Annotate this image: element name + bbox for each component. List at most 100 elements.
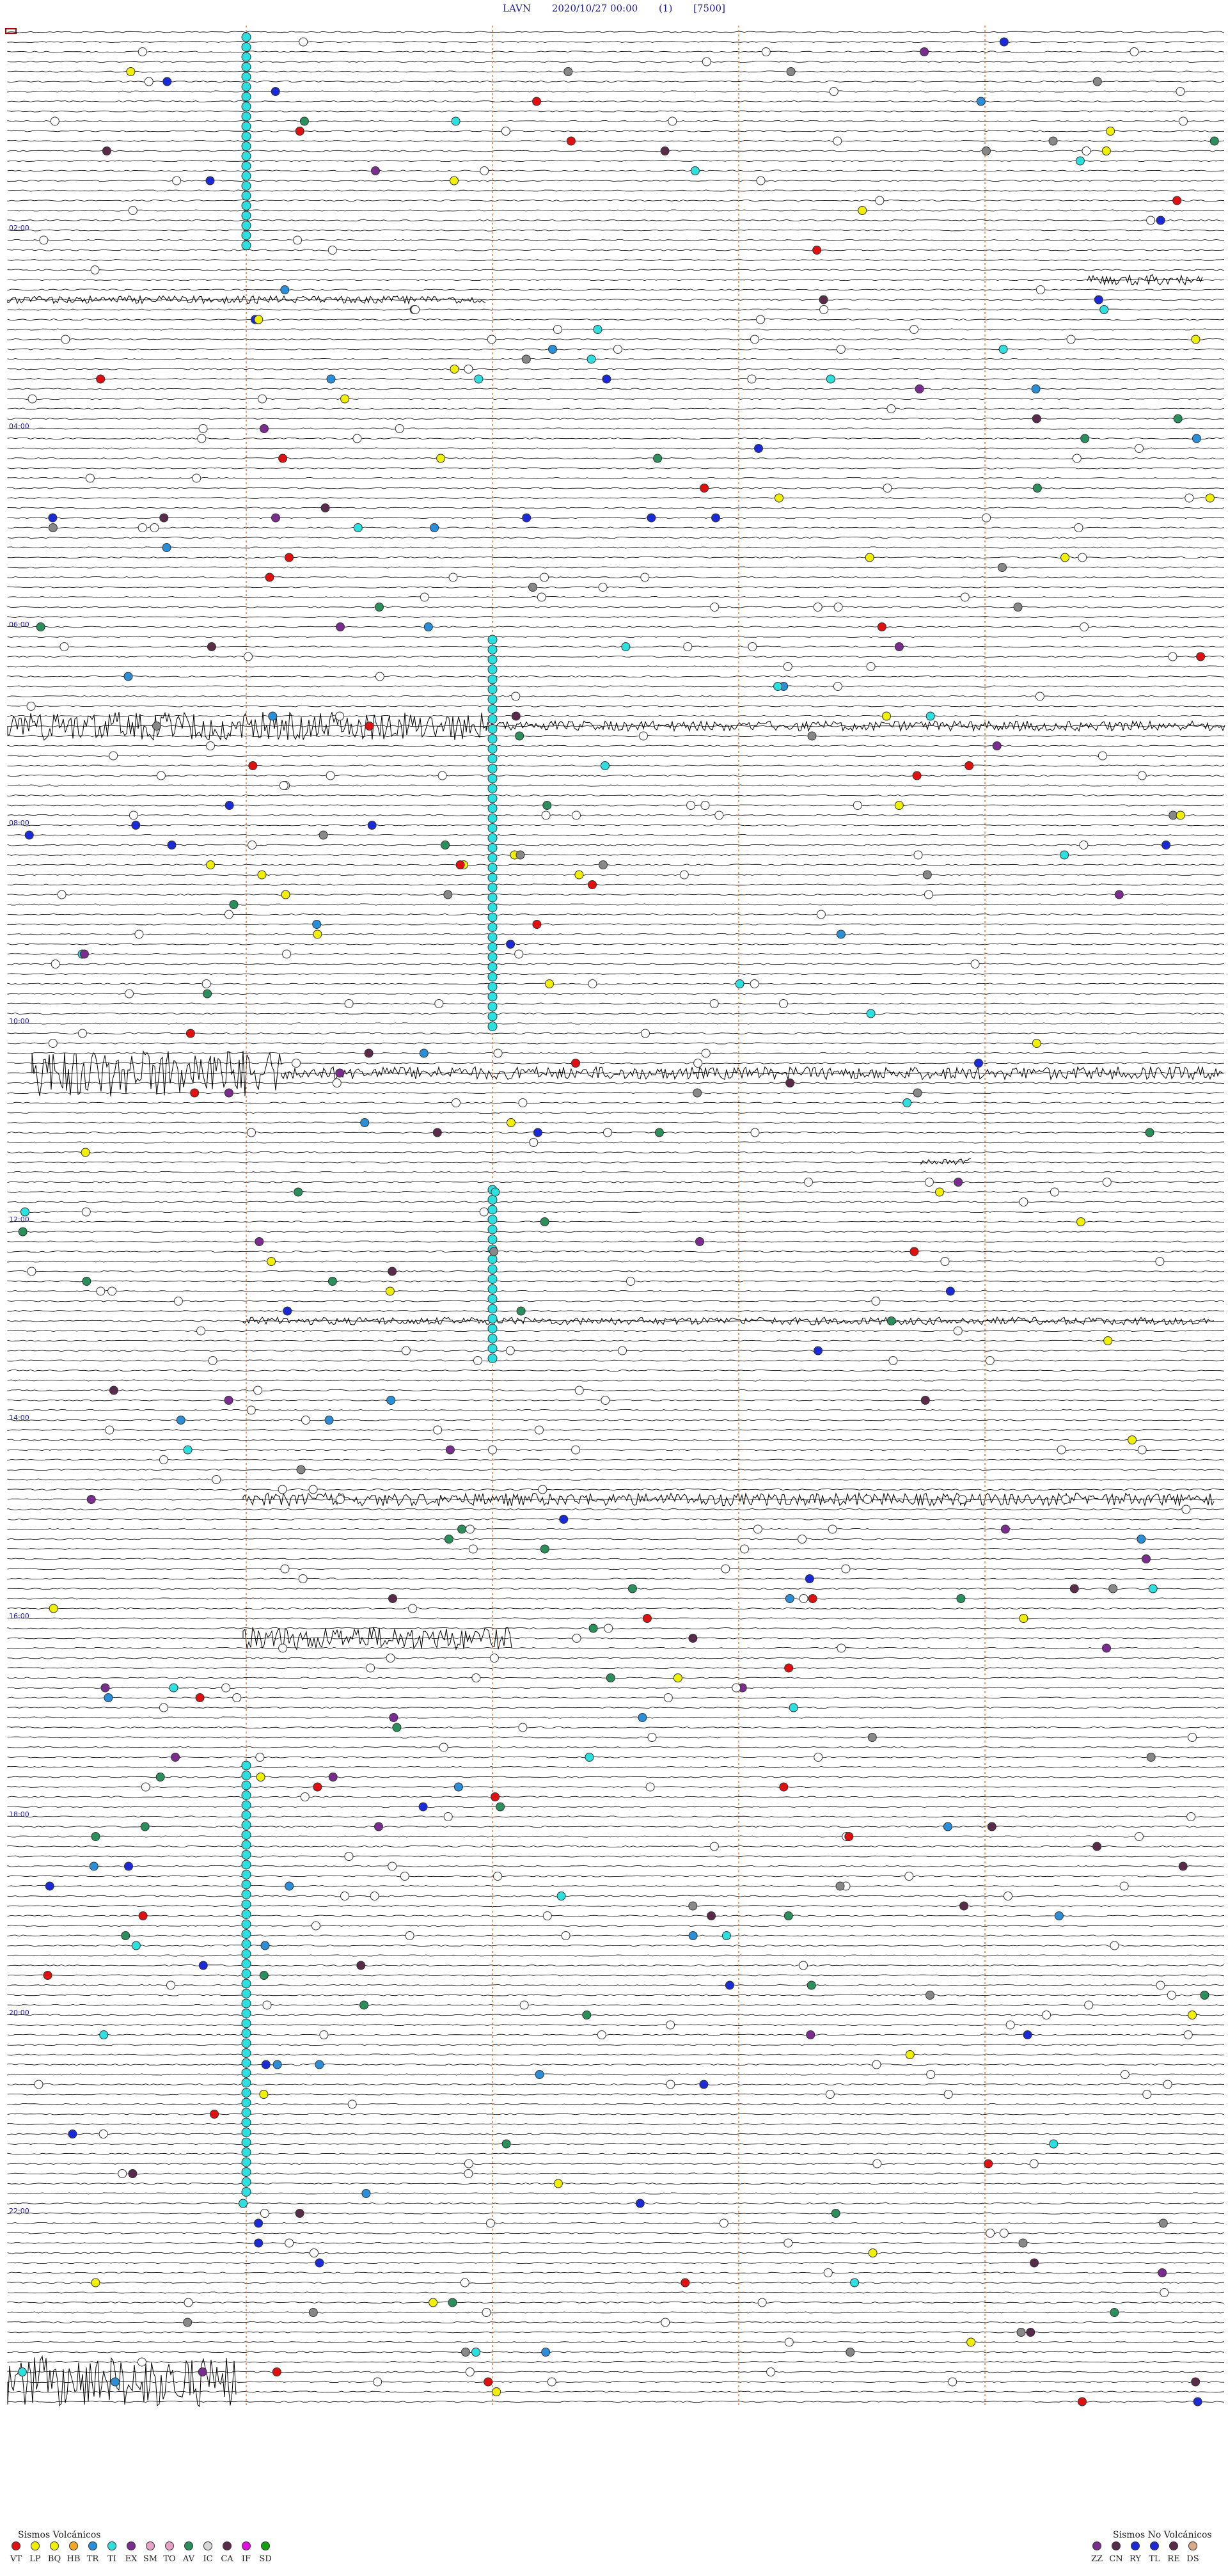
event-marker-icon (20, 1207, 29, 1217)
event-marker-icon (1080, 434, 1090, 443)
trace-line (7, 1022, 1225, 1025)
trace-line (7, 665, 1224, 668)
event-marker-icon (647, 1733, 657, 1742)
legend-volcanic: Sismos Volcánicos VT LP BQ HB TR TI EX SM TO AV IC… (6, 2530, 307, 2572)
event-marker-icon (1092, 1842, 1102, 1851)
event-marker-icon (775, 493, 783, 503)
event-marker-icon (935, 1187, 944, 1197)
event-marker-icon (246, 1405, 256, 1415)
event-marker-icon (695, 1237, 704, 1246)
trace-line (7, 1558, 1225, 1560)
event-marker-icon (1079, 841, 1089, 849)
trace-line (7, 70, 1225, 73)
event-marker-icon (196, 1326, 206, 1336)
event-marker-icon (639, 731, 648, 741)
trace-line (7, 1796, 1225, 1798)
event-marker-icon (491, 1792, 500, 1801)
event-marker-icon (248, 841, 257, 849)
event-marker-icon (1098, 751, 1107, 761)
event-marker-icon (1193, 2397, 1202, 2406)
event-marker-icon (258, 394, 267, 404)
trace-line (7, 864, 1225, 866)
event-marker-icon (198, 1961, 208, 1970)
trace-line (7, 655, 1225, 658)
event-marker-icon (1042, 2011, 1051, 2019)
trace-line (7, 1349, 1225, 1352)
event-marker-icon (535, 2070, 544, 2079)
trace-line (7, 615, 1225, 619)
event-marker-icon (1160, 2288, 1169, 2297)
legend-volcanic-code: TI (107, 2554, 116, 2564)
event-marker-icon (833, 603, 843, 612)
legend-nonvolcanic-item-re: RE (1164, 2541, 1183, 2564)
event-marker-icon (1016, 2328, 1026, 2337)
event-marker-icon (835, 1881, 845, 1891)
trace-line (7, 1855, 1225, 1858)
event-marker-icon (602, 374, 611, 384)
event-marker-icon (886, 1316, 896, 1325)
pick-marker-icon (241, 1959, 251, 1969)
legend-volcanic-item-to: TO (160, 2541, 179, 2564)
event-marker-icon (1069, 1584, 1079, 1593)
event-marker-icon (285, 1881, 294, 1891)
event-marker-icon (688, 1901, 698, 1911)
event-marker-icon (352, 434, 362, 443)
event-marker-icon (433, 1425, 443, 1435)
event-marker-icon (1176, 810, 1185, 820)
trace-line (7, 1528, 1225, 1531)
event-marker-icon (131, 821, 141, 830)
event-marker-icon (118, 2169, 127, 2178)
trace-line (7, 685, 1225, 688)
event-marker-icon (102, 146, 111, 155)
event-marker-icon (138, 523, 147, 532)
trace-line (7, 1071, 1225, 1075)
legend-volcanic-dot-icon (242, 2541, 251, 2550)
event-marker-icon (48, 513, 58, 523)
event-marker-icon (653, 454, 663, 463)
trace-line (7, 179, 1225, 182)
trace-line (7, 1369, 1225, 1372)
event-marker-icon (721, 1931, 731, 1940)
event-marker-icon (360, 1118, 370, 1127)
event-marker-icon (833, 136, 842, 146)
event-marker-icon (621, 642, 631, 651)
signal-burst (7, 294, 486, 305)
pick-marker-icon (487, 1324, 498, 1334)
pick-marker-icon (241, 181, 251, 191)
pick-marker-icon (487, 1195, 498, 1205)
trace-line (7, 1766, 1225, 1769)
event-marker-icon (439, 1742, 448, 1752)
trace-line (7, 60, 1225, 63)
pick-marker-icon (487, 932, 498, 942)
pick-marker-icon (241, 241, 251, 250)
trace-line (7, 2222, 1225, 2225)
legend-nonvolcanic: Sismos No Volcánicos ZZ CN RY TL RE DS (1087, 2530, 1225, 2572)
event-marker-icon (400, 1872, 409, 1881)
event-marker-icon (850, 2278, 860, 2288)
event-marker-icon (613, 345, 622, 354)
event-marker-icon (282, 949, 292, 959)
event-marker-icon (437, 771, 447, 780)
event-marker-icon (597, 2030, 606, 2039)
pick-marker-icon (241, 2108, 251, 2117)
event-marker-icon (298, 1574, 308, 1583)
event-marker-icon (1142, 2090, 1152, 2099)
trace-line (7, 2252, 1225, 2254)
event-marker-icon (364, 1048, 374, 1058)
event-marker-icon (487, 335, 496, 344)
event-marker-icon (954, 1178, 963, 1187)
event-marker-icon (78, 1029, 87, 1038)
event-marker-icon (511, 691, 521, 701)
event-marker-icon (992, 741, 1002, 750)
event-marker-icon (501, 2139, 511, 2149)
event-marker-icon (836, 345, 846, 354)
event-marker-icon (542, 1911, 552, 1920)
event-marker-icon (121, 1931, 130, 1940)
pick-marker-icon (241, 2147, 251, 2157)
trace-line (7, 1468, 1225, 1471)
trace-line (7, 794, 1225, 797)
signal-burst (242, 1627, 512, 1651)
trace-line (7, 377, 1225, 381)
trace-line (7, 417, 1225, 420)
event-marker-icon (373, 2377, 382, 2387)
